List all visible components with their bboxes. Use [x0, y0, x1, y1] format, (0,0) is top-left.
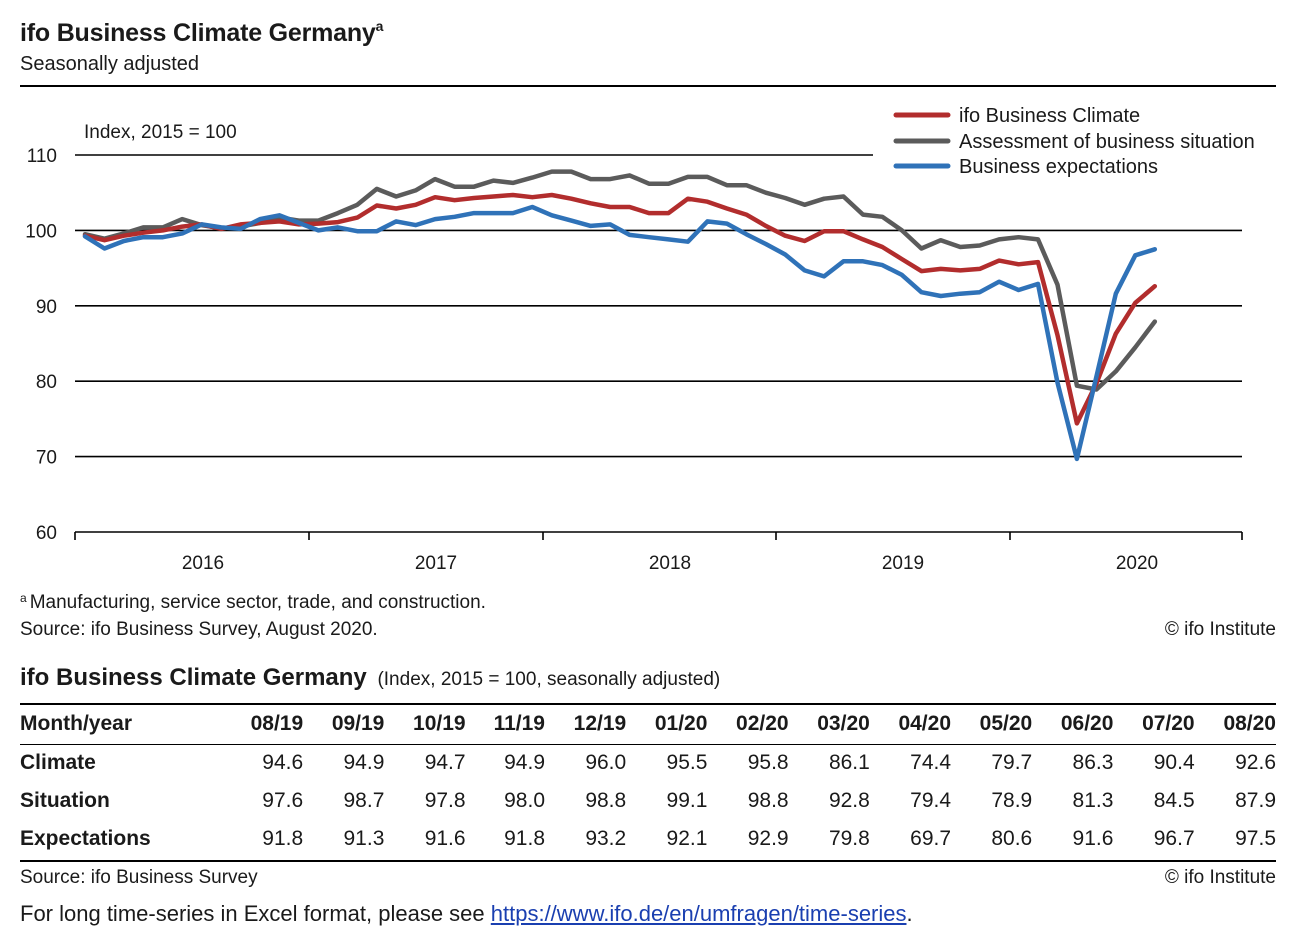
table-cell: 96.0: [585, 751, 627, 774]
table-cell: 78.9: [991, 789, 1033, 812]
table-bottom-rule: [20, 860, 1276, 862]
y-tick-label: 90: [36, 297, 57, 318]
footnote-mark: a: [20, 591, 27, 605]
table-cell: 94.7: [424, 751, 466, 774]
table-top-rule: [20, 703, 1276, 705]
table-cell: 80.6: [991, 827, 1033, 850]
table-row: Climate 94.6 94.9 94.7 94.9 96.0 95.5 95.8 86.1 7…: [20, 744, 1276, 782]
table-cell: 94.9: [504, 751, 545, 774]
chart-title: ifo Business Climate Germanya: [20, 18, 384, 47]
table-cell: 79.8: [828, 827, 870, 850]
table-header-month: 10/19: [413, 712, 466, 735]
table-cell: 91.6: [1072, 827, 1114, 850]
table-header-month: 09/19: [331, 712, 385, 735]
table-cell: 98.8: [747, 789, 789, 812]
table-header-month: 02/20: [736, 712, 789, 735]
table-row-label: Climate: [20, 751, 96, 774]
table-row: Expectations 91.8 91.3 91.6 91.8 93.2 92.1 92.9…: [20, 820, 1276, 858]
table-title: ifo Business Climate Germany (Index, 201…: [20, 664, 721, 691]
table-header-month: 04/20: [898, 712, 952, 735]
table-cell: 98.7: [343, 789, 385, 812]
table-cell: 92.6: [1235, 751, 1276, 774]
table-cell: 95.5: [666, 751, 708, 774]
table-source: Source: ifo Business Survey: [20, 867, 258, 888]
series-line-2: [82, 204, 1158, 462]
table-cell: 93.2: [585, 827, 627, 850]
table-cell: 91.3: [343, 827, 385, 850]
table-cell: 97.5: [1235, 827, 1276, 850]
table-cell: 92.8: [828, 789, 870, 812]
y-tick-label: 110: [27, 146, 57, 167]
table-cell: 97.8: [424, 789, 466, 812]
table-cell: 92.9: [747, 827, 789, 850]
table-row: Situation 97.6 98.7 97.8 98.0 98.8 99.1 98.8 92.…: [20, 782, 1276, 820]
footer-note: For long time-series in Excel format, pl…: [20, 901, 913, 926]
table-cell: 91.8: [262, 827, 304, 850]
x-tick-label: 2019: [882, 553, 924, 574]
table-copyright: © ifo Institute: [1164, 867, 1276, 888]
table-cell: 94.9: [343, 751, 385, 774]
x-tick-label: 2016: [182, 553, 224, 574]
table-cell: 74.4: [910, 751, 952, 774]
table-cell: 90.4: [1153, 751, 1195, 774]
table-header-row: Month/year 08/19 09/19 10/19 11/19 12/19 01/2…: [20, 704, 1276, 744]
y-tick-label: 100: [25, 221, 57, 242]
table-cell: 98.0: [504, 789, 545, 812]
line-chart: 60 70 80 90 100 110 Index, 2015 = 100 2016 2017 2…: [25, 105, 1255, 574]
table-header-month: 08/20: [1223, 712, 1276, 735]
y-axis-label: Index, 2015 = 100: [84, 122, 237, 143]
time-series-link[interactable]: https://www.ifo.de/en/umfragen/time-seri…: [490, 901, 907, 926]
table-cell: 98.8: [585, 789, 627, 812]
table-cell: 79.4: [910, 789, 952, 812]
chart-subtitle: Seasonally adjusted: [20, 53, 200, 75]
table-header-month: 01/20: [654, 712, 708, 735]
table-cell: 91.8: [504, 827, 545, 850]
table-cell: 79.7: [991, 751, 1033, 774]
table-cell: 86.1: [828, 751, 870, 774]
table-row-label: Expectations: [20, 827, 151, 850]
table-header-month: 08/19: [250, 712, 304, 735]
table-header-month: 03/20: [817, 712, 870, 735]
series-line-0: [82, 192, 1158, 426]
table-cell: 84.5: [1153, 789, 1195, 812]
table-header-label: Month/year: [20, 712, 133, 735]
table-cell: 97.6: [262, 789, 304, 812]
table-cell: 94.6: [262, 751, 304, 774]
legend-label: Assessment of business situation: [959, 131, 1255, 153]
table-header-month: 05/20: [979, 712, 1033, 735]
table-header-month: 07/20: [1142, 712, 1195, 735]
table-header-month: 06/20: [1060, 712, 1114, 735]
table-cell: 95.8: [747, 751, 789, 774]
legend-label: ifo Business Climate: [959, 105, 1140, 127]
y-tick-label: 80: [36, 372, 57, 393]
table-cell: 86.3: [1072, 751, 1114, 774]
table-cell: 92.1: [666, 827, 708, 850]
chart-source: Source: ifo Business Survey, August 2020…: [20, 619, 378, 640]
chart-copyright: © ifo Institute: [1164, 619, 1276, 640]
table-cell: 99.1: [666, 789, 708, 812]
title-divider: [20, 85, 1276, 87]
table-cell: 81.3: [1072, 789, 1114, 812]
table-header-rule: [20, 744, 1276, 745]
x-tick-label: 2017: [415, 553, 457, 574]
table-header-month: 11/19: [493, 712, 545, 735]
table-header-month: 12/19: [573, 712, 627, 735]
table-cell: 91.6: [424, 827, 466, 850]
y-tick-label: 60: [36, 523, 57, 544]
y-tick-label: 70: [36, 448, 57, 469]
x-tick-label: 2018: [649, 553, 691, 574]
table-cell: 96.7: [1153, 827, 1195, 850]
data-table: Month/year 08/19 09/19 10/19 11/19 12/19 01/2…: [20, 704, 1276, 858]
title-footnote-mark: a: [375, 18, 384, 34]
table-cell: 87.9: [1235, 789, 1276, 812]
series-line-1: [82, 169, 1158, 392]
chart-footnote: a Manufacturing, service sector, trade, a…: [20, 591, 486, 613]
legend-label: Business expectations: [959, 156, 1158, 178]
x-tick-label: 2020: [1116, 553, 1158, 574]
table-row-label: Situation: [20, 789, 110, 812]
table-cell: 69.7: [910, 827, 952, 850]
